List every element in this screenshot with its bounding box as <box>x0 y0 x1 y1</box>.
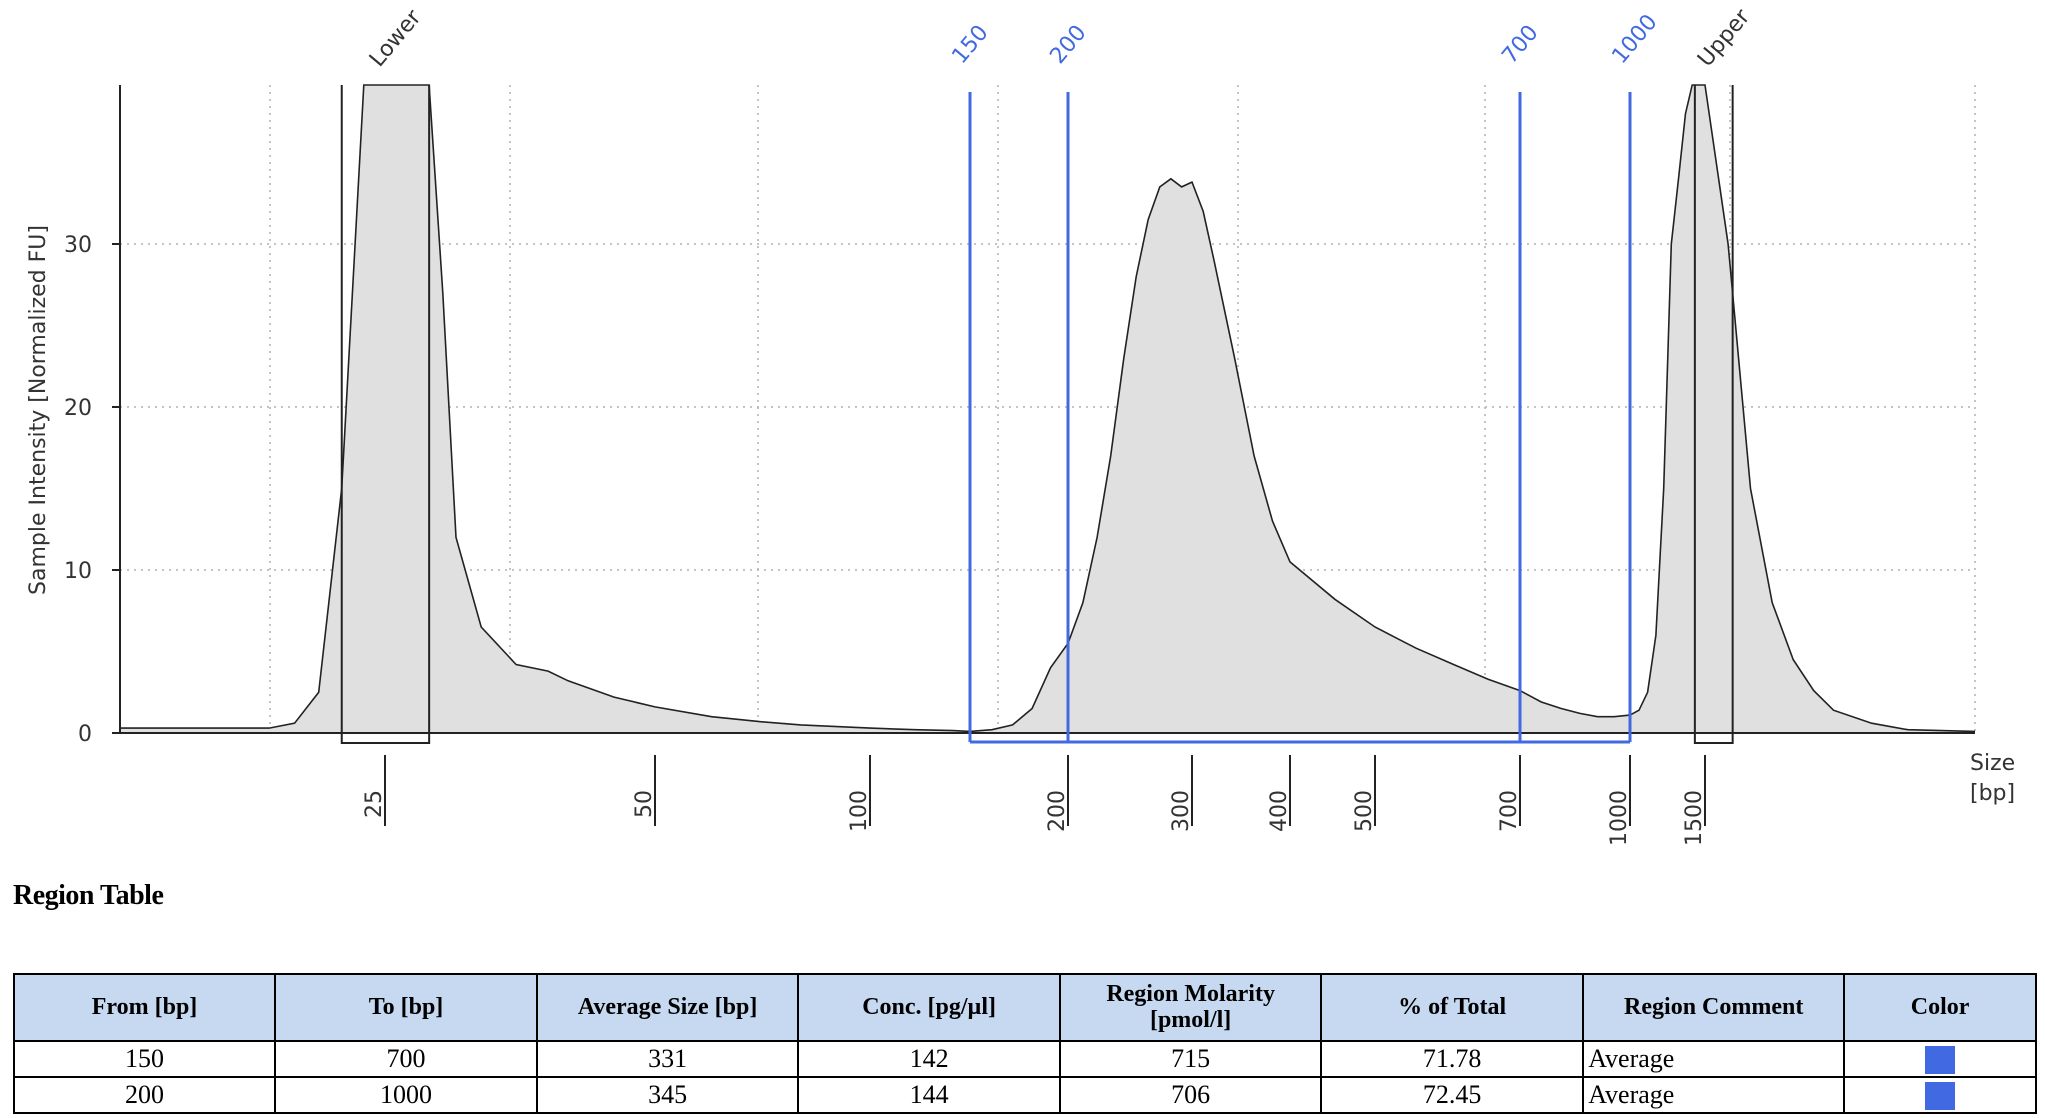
cell-comment[interactable]: Average <box>1582 1076 1846 1114</box>
header-color: Color <box>1843 973 2037 1042</box>
cell-percent-of-total: 71.78 <box>1320 1040 1585 1078</box>
y-axis-title: Sample Intensity [Normalized FU] <box>26 225 51 595</box>
x-tick-label: 25 <box>362 790 387 818</box>
x-tick-label: 1000 <box>1607 790 1632 846</box>
region-table-header-row: From [bp] To [bp] Average Size [bp] Conc… <box>12 973 2037 1042</box>
cell-color[interactable] <box>1843 1040 2037 1078</box>
region-boundary-label: 700 <box>1497 21 1543 69</box>
trace-line <box>120 84 1976 733</box>
header-from: From [bp] <box>12 973 277 1042</box>
marker-bracket <box>1693 85 1734 744</box>
x-tick-label: 200 <box>1045 790 1070 832</box>
y-tick-label: 10 <box>64 559 92 584</box>
region-table-title: Region Table <box>13 880 164 911</box>
x-tick-label: 50 <box>632 790 657 818</box>
cell-to: 1000 <box>274 1076 539 1114</box>
marker-label: Upper <box>1693 4 1756 72</box>
y-tick-label: 20 <box>64 396 92 421</box>
table-row: 200 1000 345 144 706 72.45 Average <box>12 1076 2037 1114</box>
table-row: 150 700 331 142 715 71.78 Average <box>12 1040 2037 1078</box>
chart-svg: 0 10 20 30 Sample Intensity [Normalized FU] L… <box>26 4 2015 846</box>
cell-concentration: 144 <box>797 1076 1062 1114</box>
region-boundary-label: 1000 <box>1607 10 1662 69</box>
cell-comment[interactable]: Average <box>1582 1040 1846 1078</box>
region-boundary-label: 200 <box>1045 21 1091 69</box>
x-tick-label: 300 <box>1169 790 1194 832</box>
cell-color[interactable] <box>1843 1076 2037 1114</box>
x-tick-label: 1500 <box>1682 790 1707 846</box>
header-to: To [bp] <box>274 973 539 1042</box>
cell-concentration: 142 <box>797 1040 1062 1078</box>
cell-from: 150 <box>12 1040 277 1078</box>
trace-area-fill <box>120 85 1975 733</box>
header-percent-of-total: % of Total <box>1320 973 1585 1042</box>
region-table: From [bp] To [bp] Average Size [bp] Conc… <box>12 973 2037 1114</box>
header-region-molarity: Region Molarity [pmol/l] <box>1059 973 1323 1042</box>
cell-average-size: 345 <box>536 1076 800 1114</box>
cell-from: 200 <box>12 1076 277 1114</box>
marker-label: Lower <box>365 5 427 72</box>
color-swatch[interactable] <box>1925 1081 1956 1110</box>
x-tick-label: 500 <box>1352 790 1377 832</box>
y-tick-label: 30 <box>64 233 92 258</box>
cell-molarity: 706 <box>1059 1076 1323 1114</box>
cell-average-size: 331 <box>536 1040 800 1078</box>
x-axis-title: Size <box>1970 751 2015 776</box>
header-average-size: Average Size [bp] <box>536 973 800 1042</box>
y-tick-label: 0 <box>78 722 92 747</box>
cell-percent-of-total: 72.45 <box>1320 1076 1585 1114</box>
x-tick-label: 400 <box>1267 790 1292 832</box>
x-tick-label: 700 <box>1497 790 1522 832</box>
marker-bracket <box>340 85 431 744</box>
header-region-comment: Region Comment <box>1582 973 1846 1042</box>
x-axis-title: [bp] <box>1970 781 2015 806</box>
cell-to: 700 <box>274 1040 539 1078</box>
header-concentration: Conc. [pg/µl] <box>797 973 1062 1042</box>
x-tick-label: 100 <box>847 790 872 832</box>
cell-molarity: 715 <box>1059 1040 1323 1078</box>
color-swatch[interactable] <box>1925 1045 1956 1074</box>
electropherogram-chart: 0 10 20 30 Sample Intensity [Normalized FU] L… <box>26 4 2015 846</box>
region-boundary-label: 150 <box>947 21 993 69</box>
